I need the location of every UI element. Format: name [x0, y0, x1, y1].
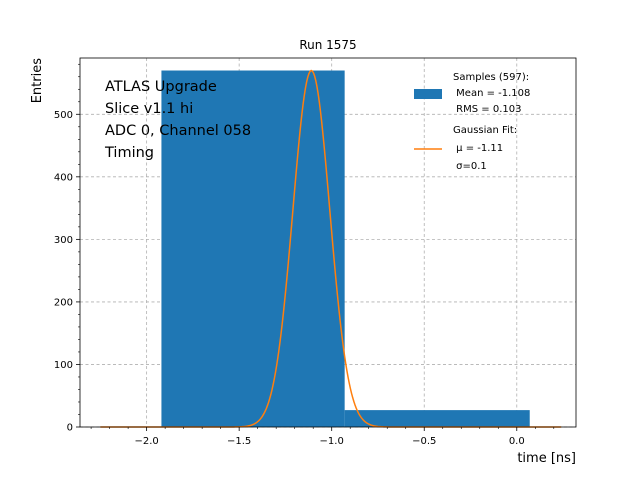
legend-fit-sigma: σ=0.1	[453, 161, 487, 172]
legend-histogram-rms: RMS = 0.103	[453, 104, 521, 115]
annotation-line: ATLAS Upgrade	[105, 79, 217, 95]
y-tick-label: 300	[54, 235, 73, 246]
y-tick-label: 0	[67, 423, 73, 434]
histogram-bar	[344, 410, 530, 427]
histogram-bars	[161, 70, 530, 427]
x-tick-label: −1.0	[320, 436, 344, 447]
x-axis-title: time [ns]	[517, 451, 576, 466]
chart-title: Run 1575	[299, 38, 356, 52]
legend-histogram-swatch	[414, 89, 442, 99]
y-tick-label: 200	[54, 297, 73, 308]
annotation-line: Slice v1.1 hi	[105, 101, 193, 117]
x-tick-label: −0.5	[412, 436, 436, 447]
y-axis-title: Entries	[30, 58, 45, 104]
annotation-block: ATLAS Upgrade Slice v1.1 hi ADC 0, Chann…	[104, 79, 251, 161]
y-tick-label: 100	[54, 360, 73, 371]
plot-frame	[79, 57, 577, 428]
legend-histogram-label: Samples (597):	[453, 72, 529, 83]
annotation-line: Timing	[104, 145, 154, 161]
x-tick-label: 0.0	[509, 436, 525, 447]
axis-ticks: −2.0 −1.5 −1.0 −0.5 0.0 0 100 200 300 400 500	[54, 63, 555, 447]
y-tick-label: 500	[54, 110, 73, 121]
legend-fit-label: Gaussian Fit:	[453, 125, 517, 136]
x-tick-label: −1.5	[227, 436, 251, 447]
legend-fit-mu: μ = -1.11	[453, 143, 503, 154]
x-tick-label: −2.0	[134, 436, 158, 447]
legend-histogram-mean: Mean = -1.108	[453, 88, 530, 99]
histogram-bar	[161, 70, 345, 427]
y-tick-label: 400	[54, 172, 73, 183]
legend: Samples (597): Mean = -1.108 RMS = 0.103…	[414, 72, 530, 172]
annotation-line: ADC 0, Channel 058	[105, 123, 251, 139]
